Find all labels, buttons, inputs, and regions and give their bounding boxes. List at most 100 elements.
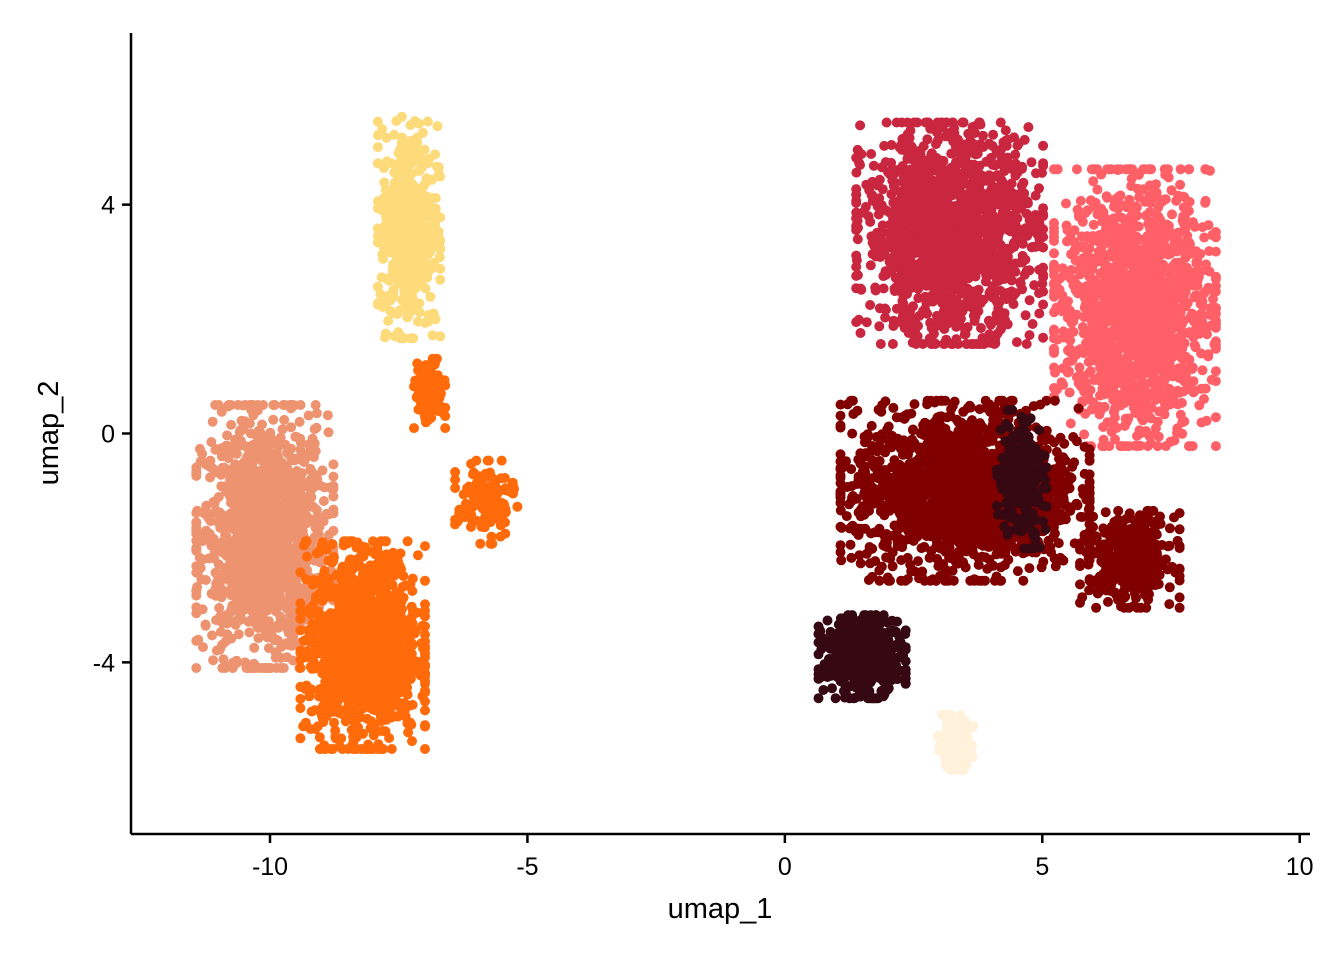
point — [1038, 140, 1049, 151]
point — [365, 634, 375, 645]
point — [207, 630, 218, 641]
point — [986, 152, 997, 163]
point — [435, 212, 446, 223]
point — [362, 610, 373, 621]
point — [263, 547, 274, 558]
point — [246, 614, 257, 625]
point — [191, 535, 202, 546]
point — [941, 198, 952, 209]
point — [324, 573, 335, 584]
point — [213, 559, 224, 570]
point — [379, 300, 390, 311]
point — [286, 422, 297, 433]
point — [228, 538, 239, 549]
point — [350, 627, 361, 638]
point — [254, 519, 264, 530]
point — [402, 632, 413, 643]
point — [947, 238, 958, 249]
point — [331, 647, 342, 658]
point — [249, 642, 260, 653]
point — [896, 212, 906, 222]
point — [208, 533, 219, 544]
point — [274, 438, 285, 449]
point — [219, 570, 229, 581]
point — [403, 727, 414, 738]
point — [1009, 198, 1020, 209]
point — [504, 486, 515, 497]
point — [327, 539, 338, 550]
point — [420, 705, 430, 716]
point — [395, 305, 406, 316]
point — [309, 452, 319, 462]
point — [276, 457, 287, 468]
point — [412, 149, 423, 159]
point — [191, 528, 202, 539]
point — [205, 472, 216, 483]
point — [881, 117, 892, 128]
point — [467, 516, 478, 527]
point — [993, 249, 1004, 260]
point — [218, 548, 229, 558]
point — [420, 648, 430, 659]
point — [191, 466, 202, 477]
point — [368, 662, 379, 673]
point — [320, 611, 331, 622]
point — [191, 567, 202, 578]
point — [300, 683, 311, 694]
point — [410, 116, 420, 126]
point — [427, 402, 438, 413]
point — [345, 607, 356, 618]
point — [358, 575, 368, 586]
point — [330, 731, 341, 742]
point — [284, 589, 295, 600]
point — [260, 601, 271, 612]
point — [931, 244, 941, 255]
point — [334, 693, 345, 704]
point — [263, 643, 274, 654]
point — [939, 294, 949, 305]
point — [303, 625, 314, 636]
point — [887, 242, 898, 253]
point — [927, 339, 938, 349]
point — [329, 684, 339, 695]
point — [233, 574, 244, 585]
point — [328, 459, 339, 470]
point — [1022, 198, 1033, 209]
point — [874, 303, 885, 314]
point — [269, 485, 280, 496]
point — [328, 471, 339, 482]
point — [350, 639, 361, 650]
point — [996, 151, 1006, 161]
point — [302, 511, 313, 522]
point — [427, 353, 438, 364]
point — [363, 685, 374, 696]
point — [191, 522, 202, 532]
point — [1024, 330, 1035, 341]
point — [307, 600, 318, 611]
point — [298, 721, 309, 732]
point — [396, 652, 407, 663]
point — [404, 661, 415, 672]
point — [226, 604, 237, 615]
point — [263, 498, 274, 509]
point — [896, 117, 907, 128]
point — [923, 219, 934, 230]
point — [234, 482, 245, 493]
point — [295, 648, 306, 658]
point — [440, 423, 451, 434]
point — [421, 173, 432, 184]
point — [970, 311, 981, 322]
point — [867, 176, 878, 187]
point — [191, 663, 202, 673]
point — [311, 548, 322, 559]
point — [432, 161, 442, 172]
point — [988, 172, 999, 182]
point — [420, 575, 430, 586]
point — [416, 279, 427, 290]
point — [947, 148, 958, 159]
point — [223, 400, 234, 410]
point — [420, 744, 430, 754]
point — [407, 611, 418, 622]
point — [286, 400, 297, 410]
cluster-0 — [191, 400, 339, 673]
